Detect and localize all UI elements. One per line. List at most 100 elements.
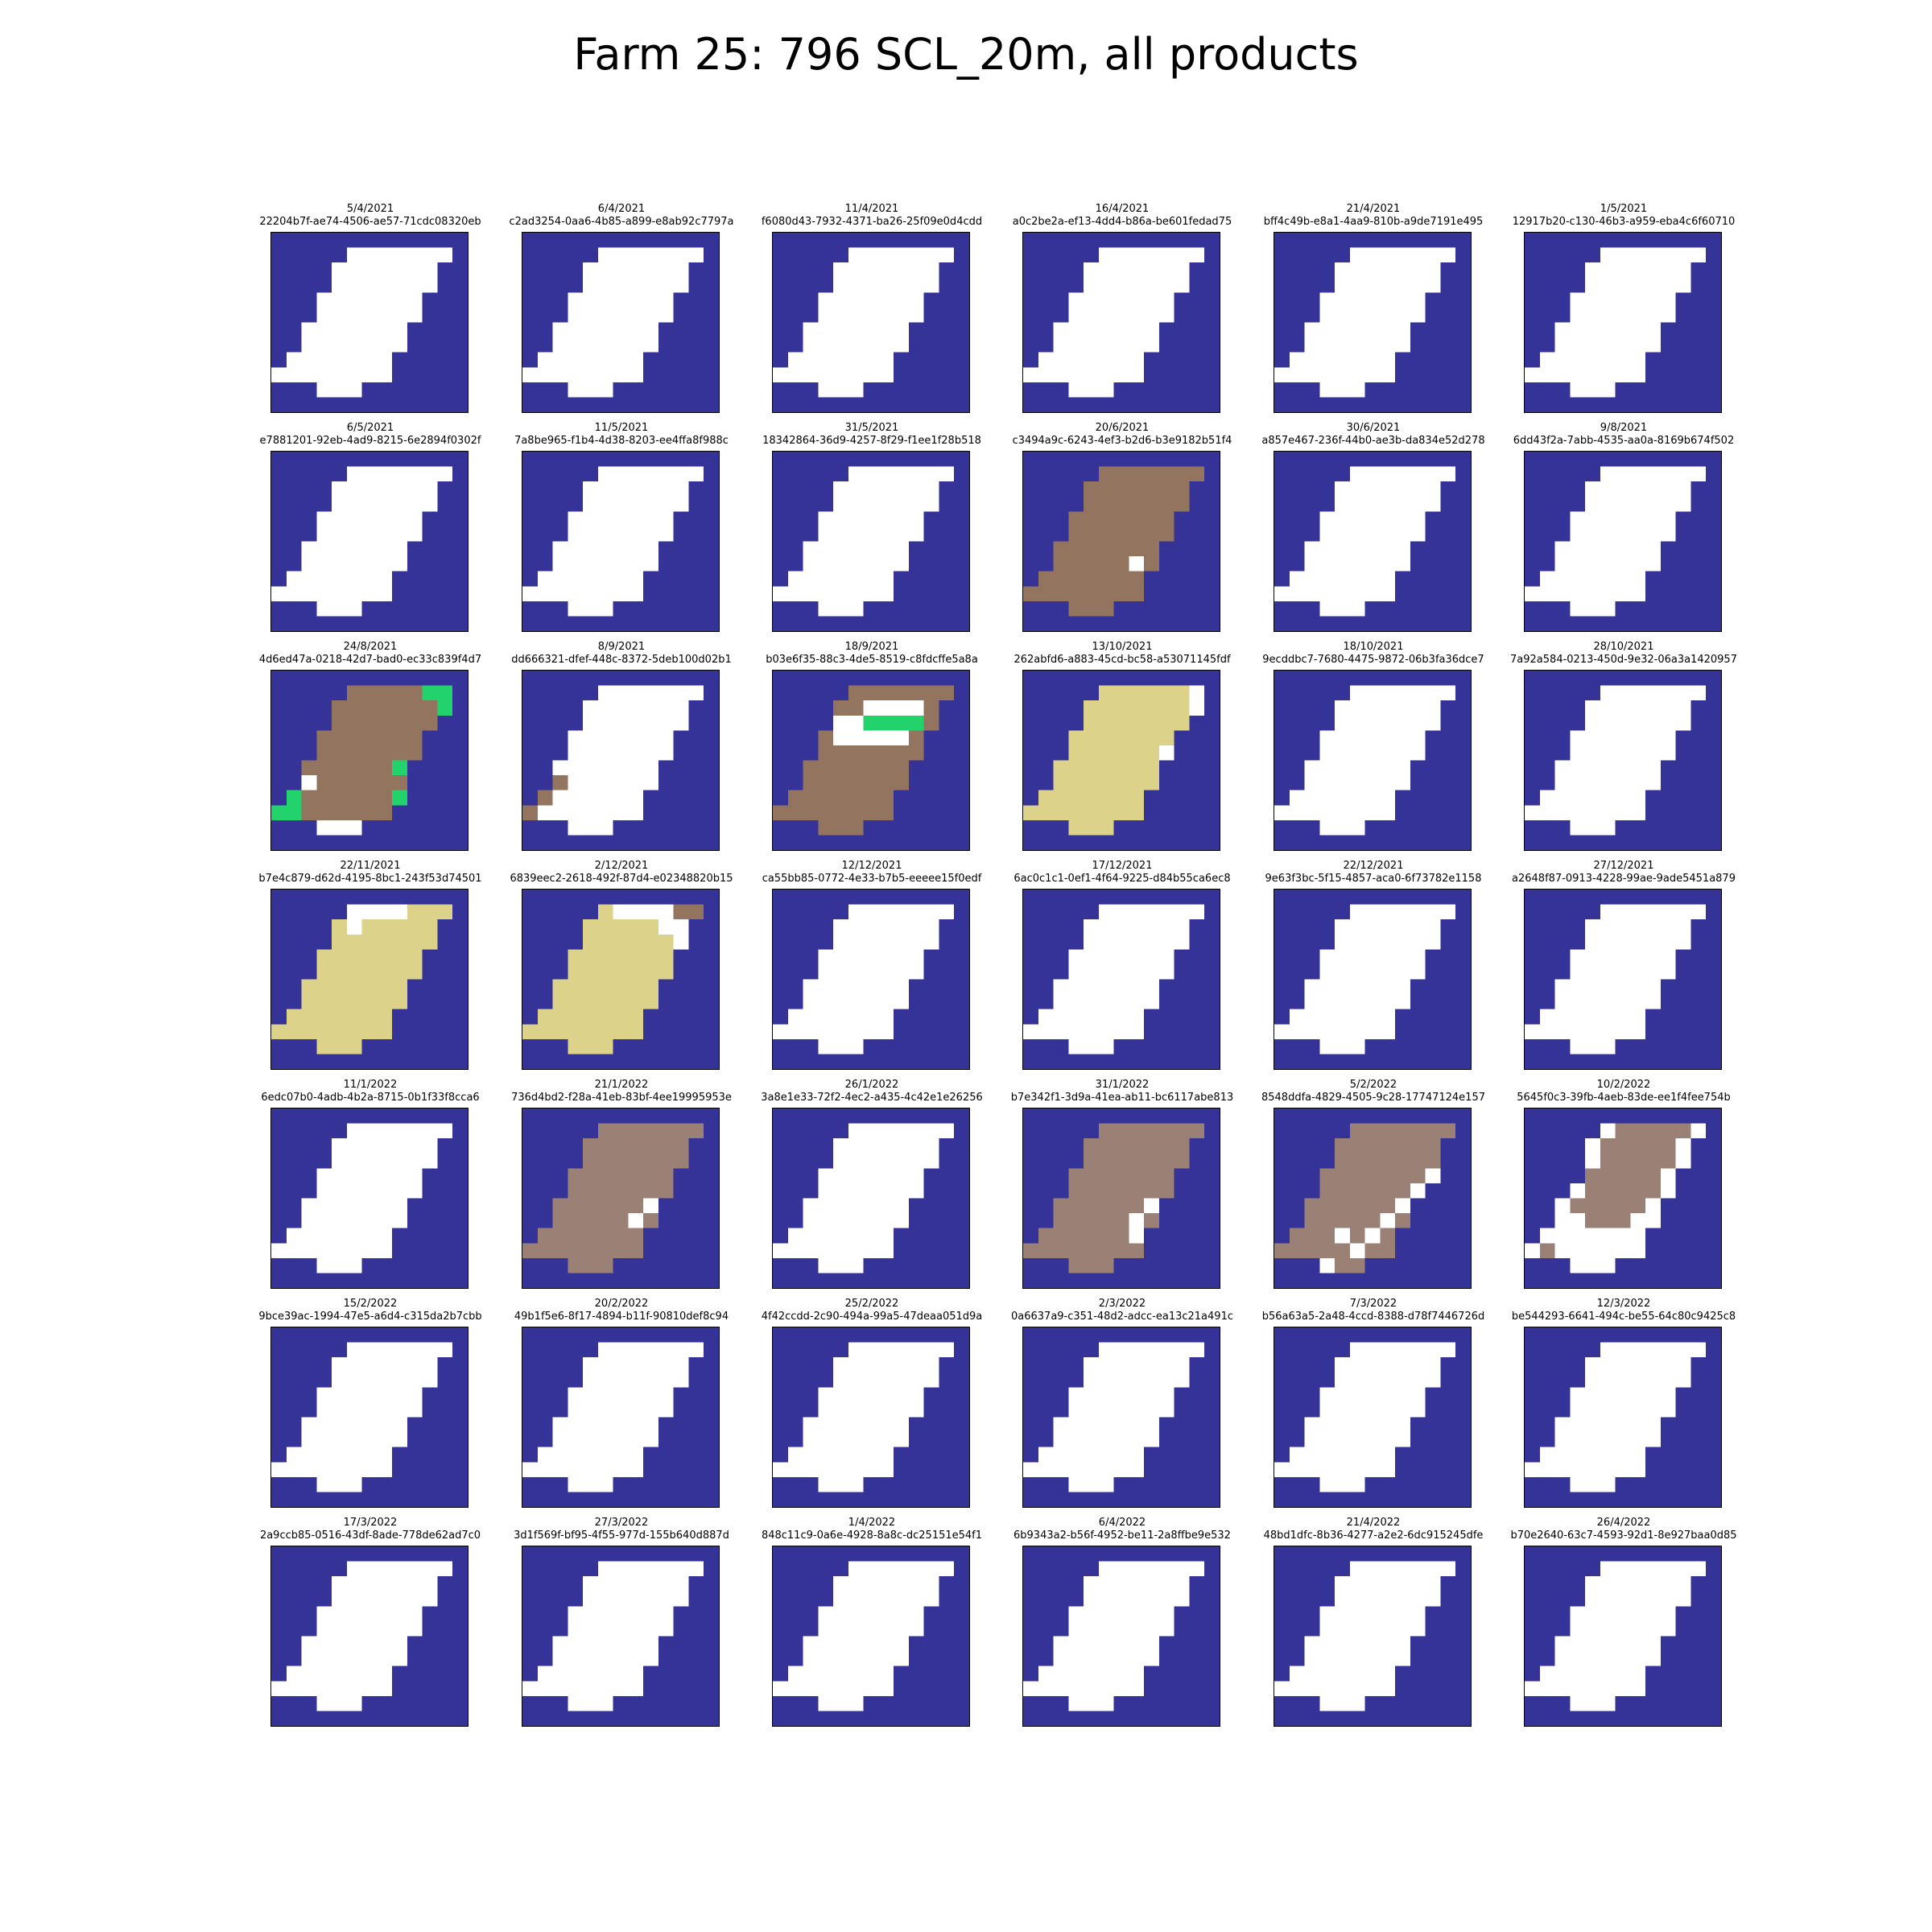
scl-pixel-clouds <box>346 1024 362 1040</box>
scl-pixel-background <box>1144 571 1160 587</box>
scl-pixel-background <box>787 1183 803 1199</box>
scl-pixel-no-data <box>878 1168 894 1184</box>
scl-pixel-no-data <box>1425 1168 1441 1184</box>
scl-pixel-background <box>688 481 704 497</box>
scl-pixel-no-data <box>894 1153 910 1169</box>
scl-pixel-background <box>301 671 317 686</box>
scl-pixel-no-data <box>787 1243 803 1259</box>
scl-pixel-background <box>787 496 803 512</box>
scl-pixel-no-data <box>673 934 689 950</box>
scl-pixel-background <box>773 730 789 746</box>
panel-date: 12/12/2021 <box>841 860 902 872</box>
scl-pixel-background <box>1660 994 1677 1010</box>
scl-raster <box>1274 232 1472 413</box>
scl-pixel-background <box>361 1108 378 1124</box>
scl-pixel-background <box>1660 1198 1677 1214</box>
scl-pixel-background <box>1706 367 1721 383</box>
scl-pixel-no-data <box>332 1447 348 1463</box>
scl-pixel-no-data <box>1600 904 1616 920</box>
scl-pixel-background <box>954 1138 969 1154</box>
scl-pixel-background <box>1274 571 1290 587</box>
scl-pixel-background <box>1084 671 1100 686</box>
scl-pixel-no-data <box>1189 685 1205 701</box>
scl-pixel-background <box>1525 247 1541 263</box>
scl-pixel-background <box>704 481 719 497</box>
scl-pixel-background <box>437 1213 453 1229</box>
scl-pixel-background <box>1440 745 1456 761</box>
scl-pixel-background <box>422 730 438 746</box>
scl-pixel-no-data <box>1600 496 1616 512</box>
scl-pixel-no-data <box>848 730 864 746</box>
scl-pixel-background <box>583 1108 599 1124</box>
scl-pixel-background <box>537 685 553 701</box>
scl-pixel-background <box>803 601 819 617</box>
scl-pixel-clouds <box>1144 700 1160 716</box>
scl-pixel-background <box>286 1153 302 1169</box>
scl-pixel-background <box>1274 730 1290 746</box>
scl-pixel-bare-soil <box>673 904 689 920</box>
scl-pixel-background <box>923 730 939 746</box>
scl-pixel-no-data <box>1023 367 1039 383</box>
scl-raster <box>1274 889 1472 1070</box>
scl-pixel-background <box>407 571 423 587</box>
scl-pixel-no-data <box>863 904 879 920</box>
scl-pixel-no-data <box>1113 994 1129 1010</box>
scl-pixel-bare-soil <box>848 760 864 776</box>
scl-pixel-background <box>1615 1054 1631 1069</box>
scl-pixel-background <box>908 835 925 850</box>
scl-pixel-background <box>1023 397 1039 412</box>
scl-pixel-background <box>1455 964 1471 980</box>
scl-pixel-no-data <box>1600 1009 1616 1025</box>
scl-pixel-background <box>1023 1038 1039 1055</box>
scl-pixel-background <box>407 1243 423 1259</box>
scl-pixel-no-data <box>833 367 849 383</box>
scl-pixel-background <box>1204 1213 1220 1229</box>
scl-pixel-background <box>894 1273 910 1288</box>
scl-pixel-dark-bare <box>1645 1153 1662 1169</box>
scl-pixel-dark-bare <box>1410 1123 1426 1139</box>
scl-pixel-clouds <box>422 919 438 935</box>
scl-pixel-background <box>939 819 955 836</box>
scl-pixel-no-data <box>628 715 644 731</box>
scl-pixel-background <box>271 1108 287 1124</box>
scl-pixel-no-data <box>407 247 423 263</box>
scl-pixel-background <box>628 1108 644 1124</box>
scl-pixel-background <box>1539 835 1555 850</box>
scl-pixel-clouds <box>1084 790 1100 806</box>
scl-pixel-background <box>1425 805 1441 821</box>
scl-pixel-background <box>1038 904 1054 920</box>
scl-pixel-background <box>392 1108 408 1124</box>
scl-pixel-background <box>1289 382 1305 398</box>
scl-pixel-no-data <box>1364 730 1381 746</box>
scl-pixel-background <box>1380 382 1396 398</box>
scl-pixel-no-data <box>346 352 362 368</box>
scl-pixel-background <box>422 586 438 602</box>
scl-pixel-no-data <box>1660 949 1677 965</box>
scl-pixel-background <box>1706 685 1721 701</box>
scl-pixel-background <box>628 1054 644 1069</box>
scl-pixel-background <box>613 1257 629 1274</box>
scl-pixel-background <box>773 466 789 482</box>
scl-pixel-no-data <box>628 352 644 368</box>
scl-pixel-clouds <box>643 919 659 935</box>
scl-pixel-background <box>537 322 553 338</box>
scl-pixel-no-data <box>1440 904 1456 920</box>
scl-pixel-background <box>1038 616 1054 631</box>
scl-pixel-background <box>1440 819 1456 836</box>
scl-pixel-background <box>658 1273 675 1288</box>
scl-pixel-no-data <box>673 247 689 263</box>
scl-pixel-no-data <box>392 481 408 497</box>
panel-product-id: a2648f87-0913-4228-99ae-9ade5451a879 <box>1512 873 1736 885</box>
scl-pixel-no-data <box>316 1257 332 1274</box>
scl-pixel-dark-bare <box>1068 1257 1084 1274</box>
scl-pixel-no-data <box>613 292 629 308</box>
scl-pixel-no-data <box>863 730 879 746</box>
scl-pixel-background <box>286 496 302 512</box>
scl-pixel-background <box>1570 1108 1586 1124</box>
scl-pixel-dark-bare <box>1630 1153 1646 1169</box>
scl-pixel-no-data <box>787 1228 803 1244</box>
scl-pixel-background <box>939 1009 955 1025</box>
scl-pixel-background <box>522 1273 539 1288</box>
scl-pixel-no-data <box>818 1243 834 1259</box>
scl-pixel-background <box>1158 1108 1175 1124</box>
